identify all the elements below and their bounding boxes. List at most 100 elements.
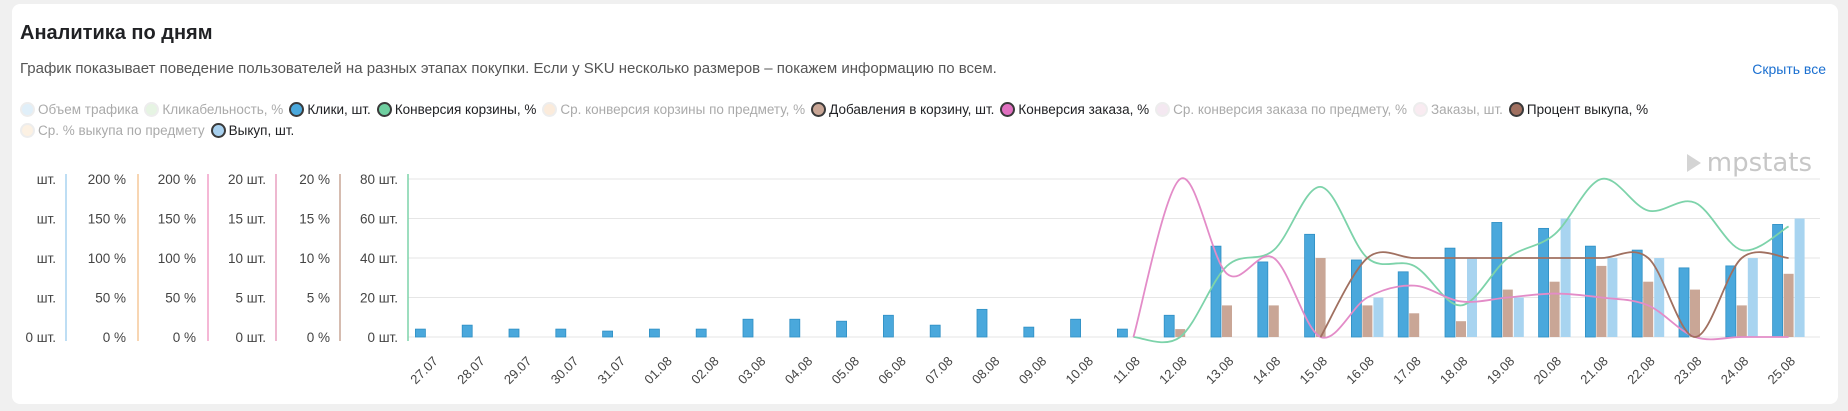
legend-label: Ср. конверсия заказа по предмету, %: [1173, 102, 1408, 117]
x-tick-label: 18.08: [1437, 353, 1471, 387]
y-tick-label: 150 %: [158, 212, 196, 227]
legend-swatch: [1508, 102, 1524, 117]
bar-clicks: [1678, 267, 1690, 338]
bar-clicks: [1444, 247, 1456, 338]
legend-label: Объем трафика: [38, 102, 139, 117]
x-tick-label: 13.08: [1203, 353, 1237, 387]
legend-item-3[interactable]: Конверсия корзины, %: [376, 102, 537, 117]
logo-text: mpstats: [1706, 148, 1812, 178]
y-tick-label: 0 %: [103, 330, 126, 345]
legend-label: Заказы, шт.: [1431, 102, 1503, 117]
legend-item-6[interactable]: Конверсия заказа, %: [1000, 102, 1149, 117]
bar-clicks: [1023, 326, 1035, 338]
y-tick-label: 200 %: [158, 172, 196, 187]
legend-label: Конверсия корзины, %: [394, 102, 537, 117]
legend-swatch: [811, 102, 827, 117]
bar-cart-adds: [1643, 281, 1654, 337]
legend-item-9[interactable]: Процент выкупа, %: [1508, 102, 1649, 117]
y-tick-label: 10 %: [299, 251, 330, 266]
bar-clicks: [414, 328, 426, 338]
bar-cart-adds: [1409, 313, 1420, 337]
bar-cart-adds: [1222, 305, 1232, 337]
y-tick-label: 5 %: [307, 291, 330, 306]
x-tick-label: 27.07: [407, 353, 441, 387]
y-tick-label: 0 шт.: [367, 330, 398, 345]
mpstats-logo-icon: [1686, 154, 1701, 172]
legend-item-8[interactable]: Заказы, шт.: [1413, 102, 1503, 117]
bar-cart-adds: [1268, 305, 1279, 337]
x-tick-label: 05.08: [829, 353, 863, 387]
x-tick-label: 16.08: [1343, 353, 1377, 387]
y-tick-label: 0 %: [173, 330, 196, 345]
bar-clicks: [1351, 259, 1362, 338]
legend-swatch: [20, 102, 35, 117]
x-tick-label: 03.08: [735, 353, 769, 387]
legend-label: Ср. конверсия корзины по предмету, %: [560, 102, 806, 117]
legend-item-1[interactable]: Кликабельность, %: [144, 102, 283, 117]
x-tick-label: 20.08: [1531, 353, 1565, 387]
x-tick-label: 01.08: [641, 353, 675, 387]
x-tick-label: 12.08: [1156, 353, 1190, 387]
bar-buyouts: [1747, 258, 1758, 337]
bar-buyouts: [1654, 258, 1665, 337]
legend-label: Выкуп, шт.: [228, 123, 295, 138]
mpstats-logo: mpstats: [1685, 148, 1812, 178]
x-tick-label: 31.07: [595, 353, 629, 387]
y-tick-label: 60 шт.: [360, 212, 398, 227]
bar-clicks: [508, 328, 520, 338]
hide-all-link[interactable]: Скрыть все: [1752, 61, 1826, 77]
legend-item-11[interactable]: Выкуп, шт.: [210, 123, 295, 138]
legend-label: Ср. % выкупа по предмету: [38, 123, 205, 138]
bar-cart-adds: [1362, 305, 1373, 337]
legend-swatch: [1155, 102, 1171, 117]
y-tick-label: 150 %: [88, 212, 126, 227]
x-tick-label: 24.08: [1718, 353, 1752, 387]
x-tick-label: 23.08: [1671, 353, 1705, 387]
legend-item-10[interactable]: Ср. % выкупа по предмету: [20, 123, 205, 138]
legend-item-2[interactable]: Клики, шт.: [289, 102, 371, 117]
x-tick-label: 06.08: [875, 353, 909, 387]
page-title: Аналитика по дням: [20, 22, 213, 44]
bar-cart-adds: [1690, 289, 1700, 337]
bar-clicks: [555, 328, 567, 338]
bar-cart-adds: [1549, 281, 1560, 337]
legend-swatch: [289, 102, 305, 117]
chart-legend: Объем трафика Кликабельность, % Клики, шт.…: [20, 102, 1820, 138]
bar-buyouts: [1560, 218, 1571, 337]
line-buyout-percent: [1319, 251, 1789, 338]
bar-clicks: [602, 330, 613, 338]
x-tick-label: 29.07: [501, 353, 535, 387]
y-tick-label: 0 %: [307, 330, 330, 345]
x-tick-label: 22.08: [1624, 353, 1658, 387]
bar-clicks: [1117, 328, 1128, 338]
y-tick-label: 15 %: [299, 212, 330, 227]
x-tick-label: 09.08: [1016, 353, 1050, 387]
y-tick-label: 40 шт.: [360, 251, 398, 266]
legend-item-7[interactable]: Ср. конверсия заказа по предмету, %: [1155, 102, 1407, 117]
legend-item-4[interactable]: Ср. конверсия корзины по предмету, %: [542, 102, 805, 117]
bar-clicks: [1304, 233, 1315, 338]
x-tick-label: 19.08: [1484, 353, 1518, 387]
bar-clicks: [1585, 245, 1596, 338]
bar-buyouts: [1513, 297, 1524, 337]
x-tick-label: 17.08: [1390, 353, 1424, 387]
line-order-conversion: [1132, 177, 1789, 341]
legend-item-0[interactable]: Объем трафика: [20, 102, 138, 117]
bar-cart-adds: [1736, 305, 1747, 337]
bar-clicks: [883, 314, 894, 338]
bar-clicks: [836, 320, 847, 338]
legend-item-5[interactable]: Добавления в корзину, шт.: [811, 102, 994, 117]
y-tick-label: шт.: [37, 172, 56, 187]
y-tick-label: 80 шт.: [360, 172, 398, 187]
bar-clicks: [789, 318, 801, 338]
bar-buyouts: [1607, 258, 1618, 337]
x-tick-label: 08.08: [969, 353, 1003, 387]
legend-swatch: [1000, 102, 1016, 117]
y-tick-label: шт.: [37, 212, 56, 227]
legend-label: Процент выкупа, %: [1526, 102, 1649, 117]
y-tick-label: 100 %: [88, 251, 126, 266]
y-tick-label: 20 шт.: [360, 291, 398, 306]
y-tick-label: 15 шт.: [228, 212, 266, 227]
bar-cart-adds: [1175, 329, 1186, 337]
bar-clicks: [649, 328, 660, 338]
